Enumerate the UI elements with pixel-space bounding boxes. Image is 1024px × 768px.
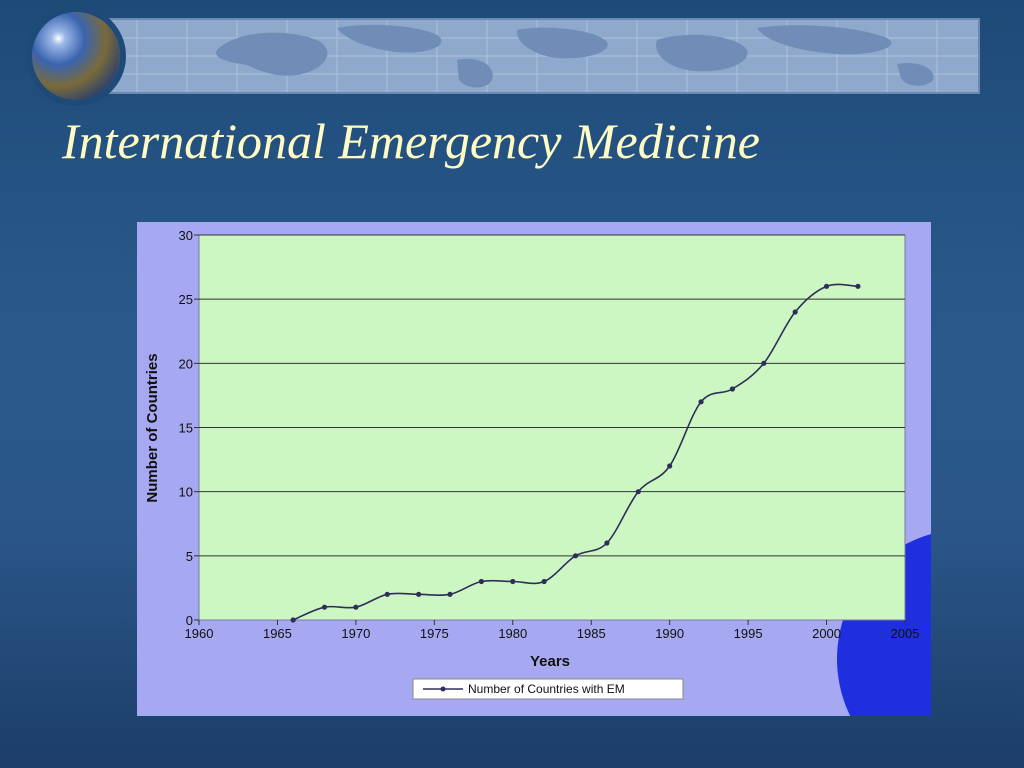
- x-axis-ticks: 1960 1965 1970 1975 1980 1985 1990 1995 2000 2005: [185, 620, 920, 641]
- world-map-banner: [95, 18, 980, 94]
- x-tick-label: 1970: [341, 626, 370, 641]
- legend-box: [412, 678, 684, 700]
- x-tick-label: 1990: [655, 626, 684, 641]
- data-point: [823, 283, 830, 289]
- x-tick-label: 1985: [577, 626, 606, 641]
- data-point: [478, 578, 484, 585]
- x-tick-label: 1980: [498, 626, 527, 641]
- legend-marker: [440, 686, 446, 692]
- data-point: [698, 399, 704, 405]
- y-tick-label: 20: [179, 356, 193, 371]
- line-chart: 0 5 10 15 20 25 30 1960 1965 1970 1975 1980 1985 199…: [137, 222, 931, 742]
- data-point: [729, 386, 736, 392]
- globe-icon: [32, 12, 120, 100]
- data-point: [667, 463, 673, 469]
- data-point: [792, 309, 798, 315]
- world-map-graphic: [97, 20, 978, 92]
- data-point: [572, 553, 579, 559]
- y-tick-label: 15: [179, 421, 193, 436]
- slide-title: International Emergency Medicine: [62, 113, 760, 169]
- y-tick-label: 25: [179, 292, 193, 307]
- gridlines: [199, 234, 905, 557]
- data-point: [290, 617, 296, 623]
- chart-panel: 0 5 10 15 20 25 30 1960 1965 1970 1975 1980 1985 199…: [137, 222, 931, 742]
- y-axis-label: Number of Countries: [144, 353, 161, 502]
- data-point: [855, 283, 861, 289]
- y-tick-label: 30: [179, 228, 193, 243]
- x-tick-label: 2005: [891, 626, 920, 641]
- legend-label: Number of Countries with EM: [468, 682, 625, 696]
- y-axis-ticks: 0 5 10 15 20 25 30: [179, 228, 199, 628]
- series-points: [290, 283, 861, 623]
- data-point: [416, 591, 422, 597]
- data-point: [541, 578, 547, 585]
- data-point: [510, 578, 516, 585]
- y-tick-label: 5: [186, 549, 193, 564]
- y-tick-label: 10: [179, 485, 193, 500]
- data-point: [635, 489, 641, 495]
- x-tick-label: 2000: [812, 626, 841, 641]
- data-point: [447, 591, 453, 597]
- x-tick-label: 1975: [420, 626, 449, 641]
- data-point: [353, 604, 359, 610]
- x-tick-label: 1995: [734, 626, 763, 641]
- y-tick-label: 0: [186, 613, 193, 628]
- data-point: [384, 591, 390, 597]
- legend: Number of Countries with EM: [412, 678, 684, 700]
- x-tick-label: 1960: [185, 626, 214, 641]
- data-point: [761, 360, 767, 366]
- data-point: [321, 604, 328, 610]
- x-tick-label: 1965: [263, 626, 292, 641]
- data-point: [604, 540, 610, 546]
- x-axis-label: Years: [530, 653, 570, 670]
